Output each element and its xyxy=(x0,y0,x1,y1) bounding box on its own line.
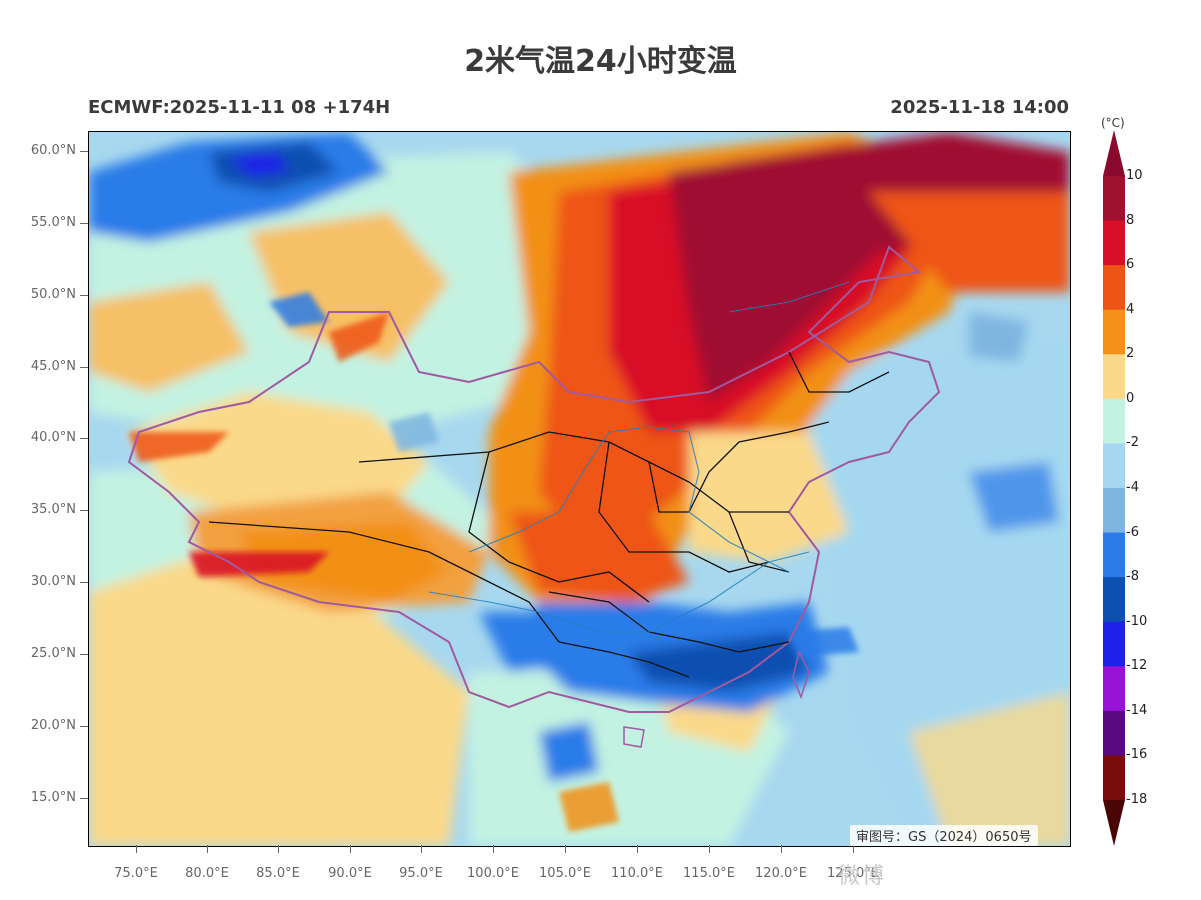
lon-tick xyxy=(493,845,494,853)
lon-tick xyxy=(278,845,279,853)
lat-label: 20.0°N xyxy=(30,718,76,733)
colorbar-segment xyxy=(1103,220,1125,266)
colorbar-segment xyxy=(1103,398,1125,444)
colorbar-tick-label: 10 xyxy=(1126,168,1143,183)
lon-tick xyxy=(853,845,854,853)
lat-tick xyxy=(80,151,88,152)
colorbar-tick-label: 0 xyxy=(1126,390,1135,406)
lon-tick xyxy=(781,845,782,853)
colorbar-tick-label: 8 xyxy=(1126,212,1135,228)
lon-tick xyxy=(350,845,351,853)
lon-tick xyxy=(136,845,137,853)
lat-label: 50.0°N xyxy=(30,287,76,302)
colorbar-tick-label: -10 xyxy=(1126,613,1148,629)
lat-tick xyxy=(80,798,88,799)
lon-label: 85.0°E xyxy=(256,866,300,881)
colorbar-tick-label: -4 xyxy=(1126,480,1139,495)
colorbar-segment xyxy=(1103,710,1125,756)
colorbar-segment xyxy=(1103,176,1125,222)
watermark: 微博 xyxy=(838,864,887,889)
colorbar-segment xyxy=(1103,309,1125,355)
colorbar-tick-label: -16 xyxy=(1126,747,1148,763)
lon-label: 95.0°E xyxy=(399,866,443,881)
taiwan-outline xyxy=(792,649,810,700)
lon-label: 115.0°E xyxy=(683,866,735,881)
lat-tick xyxy=(80,726,88,727)
lat-tick xyxy=(80,295,88,296)
lat-tick xyxy=(80,510,88,511)
colorbar-tick-label: -14 xyxy=(1126,702,1148,718)
valid-time-label: 2025-11-18 14:00 xyxy=(890,97,1069,118)
colorbar-bottom-extend xyxy=(1103,800,1125,846)
lon-tick xyxy=(421,845,422,853)
colorbar-tick-label: 4 xyxy=(1126,301,1135,317)
colorbar-segment xyxy=(1103,755,1125,801)
national-border xyxy=(127,245,941,713)
lat-label: 40.0°N xyxy=(30,430,76,445)
lat-label: 45.0°N xyxy=(30,359,76,374)
colorbar-segment xyxy=(1103,265,1125,311)
lon-label: 120.0°E xyxy=(755,866,807,881)
colorbar-segment xyxy=(1103,532,1125,578)
temperature-change-map xyxy=(88,131,1071,847)
lon-tick xyxy=(637,845,638,853)
lat-label: 15.0°N xyxy=(30,790,76,805)
colorbar-tick-label: 2 xyxy=(1126,346,1135,362)
map-title: 2米气温24小时变温 xyxy=(464,44,737,79)
lat-tick xyxy=(80,654,88,655)
colorbar-segment xyxy=(1103,354,1125,400)
lon-label: 105.0°E xyxy=(539,866,591,881)
colorbar-tick-label: 6 xyxy=(1126,257,1135,273)
colorbar-segment xyxy=(1103,666,1125,712)
lat-tick xyxy=(80,438,88,439)
lat-label: 30.0°N xyxy=(30,574,76,589)
colorbar-segment xyxy=(1103,577,1125,623)
lon-label: 80.0°E xyxy=(185,866,229,881)
province-borders xyxy=(208,351,890,678)
lon-tick xyxy=(709,845,710,853)
lat-label: 60.0°N xyxy=(30,143,76,158)
model-run-label: ECMWF:2025-11-11 08 +174H xyxy=(88,97,391,118)
lat-label: 25.0°N xyxy=(30,646,76,661)
colorbar-tick-label: -6 xyxy=(1126,524,1139,540)
colorbar-segment xyxy=(1103,443,1125,489)
lat-label: 35.0°N xyxy=(30,502,76,517)
temperature-field xyxy=(89,132,1070,846)
colorbar xyxy=(1103,130,1125,846)
colorbar-tick-label: -12 xyxy=(1126,658,1148,674)
map-field xyxy=(89,132,1070,846)
lon-label: 90.0°E xyxy=(328,866,372,881)
colorbar-tick-label: -8 xyxy=(1126,569,1139,585)
lat-label: 55.0°N xyxy=(30,215,76,230)
lat-tick xyxy=(80,367,88,368)
lat-tick xyxy=(80,582,88,583)
lon-label: 125.0°E xyxy=(827,866,879,881)
lat-tick xyxy=(80,223,88,224)
rivers xyxy=(428,281,850,633)
detail-speckles xyxy=(129,292,859,832)
lon-label: 100.0°E xyxy=(467,866,519,881)
lon-label: 110.0°E xyxy=(611,866,663,881)
hainan-outline xyxy=(623,726,645,748)
colorbar-segment xyxy=(1103,621,1125,667)
lon-tick xyxy=(565,845,566,853)
colorbar-unit: (°C) xyxy=(1101,116,1125,130)
map-approval-number: 审图号：GS（2024）0650号 xyxy=(850,825,1038,846)
colorbar-top-extend xyxy=(1103,130,1125,176)
lon-label: 75.0°E xyxy=(114,866,158,881)
colorbar-tick-label: -18 xyxy=(1126,792,1148,807)
lon-tick xyxy=(207,845,208,853)
colorbar-tick-label: -2 xyxy=(1126,435,1139,451)
colorbar-segment xyxy=(1103,488,1125,534)
